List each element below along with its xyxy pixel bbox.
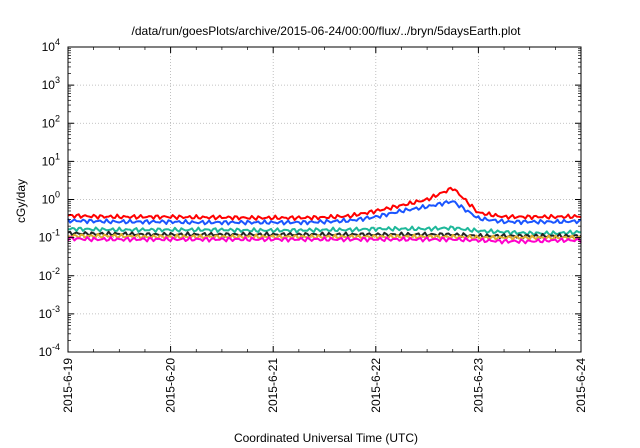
chart-title: /data/run/goesPlots/archive/2015-06-24/0… <box>132 24 522 38</box>
axis-ticks <box>67 46 582 353</box>
x-tick-label: 2015-6-23 <box>471 358 485 413</box>
data-series <box>67 186 582 245</box>
series-line-2 <box>67 200 582 226</box>
x-tick-label: 2015-6-24 <box>574 358 588 413</box>
grid-lines <box>68 47 581 352</box>
x-tick-label: 2015-6-22 <box>369 358 383 413</box>
y-tick-label: 102 <box>42 113 60 130</box>
x-tick-labels: 2015-6-19 2015-6-20 2015-6-21 2015-6-22 2015… <box>61 358 588 413</box>
y-tick-label: 10-2 <box>39 266 60 283</box>
series-line-6 <box>67 236 582 245</box>
plot-frame <box>67 46 582 353</box>
series-line-1 <box>67 186 582 221</box>
y-tick-label: 10-4 <box>39 342 60 359</box>
x-tick-label: 2015-6-19 <box>61 358 75 413</box>
y-tick-label: 10-3 <box>39 304 60 321</box>
y-tick-label: 101 <box>42 151 60 168</box>
x-tick-label: 2015-6-20 <box>164 358 178 413</box>
x-axis-label: Coordinated Universal Time (UTC) <box>234 431 418 445</box>
y-tick-labels: 10-4 10-3 10-2 10-1 100 101 102 103 104 <box>39 37 60 359</box>
series-line-3 <box>67 225 582 237</box>
y-axis-label: cGy/day <box>14 179 28 223</box>
y-tick-label: 103 <box>42 75 60 92</box>
y-tick-label: 100 <box>42 190 60 207</box>
x-tick-label: 2015-6-21 <box>266 358 280 413</box>
y-tick-label: 10-1 <box>39 228 60 245</box>
y-tick-label: 104 <box>42 37 60 54</box>
